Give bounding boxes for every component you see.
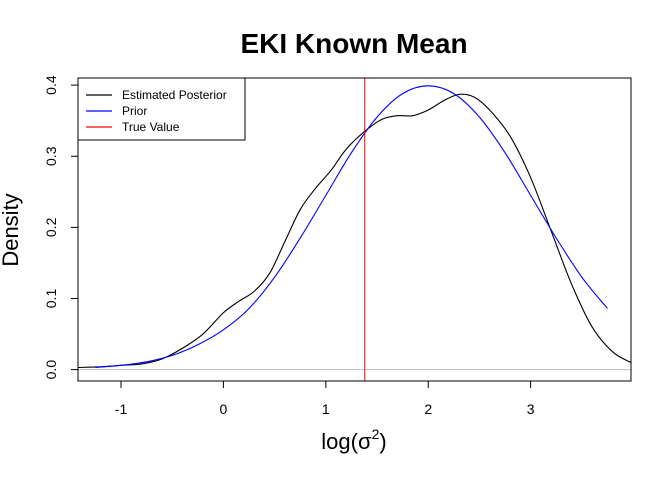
- x-tick-label: 0: [220, 401, 228, 417]
- prior-density-line: [95, 85, 608, 369]
- x-tick-label: 1: [322, 401, 330, 417]
- y-tick-label: 0.4: [43, 75, 59, 95]
- x-tick-label: 3: [527, 401, 535, 417]
- chart-title: EKI Known Mean: [240, 28, 467, 59]
- posterior-density-line: [77, 93, 632, 369]
- x-tick-label: -1: [115, 401, 128, 417]
- y-tick-label: 0.2: [43, 217, 59, 237]
- legend-label: Prior: [122, 104, 147, 118]
- x-axis-label: log(σ2): [321, 426, 386, 454]
- y-tick-label: 0.0: [43, 360, 59, 380]
- plot-frame: [77, 77, 632, 382]
- y-axis-label: Density: [0, 193, 23, 266]
- legend-label: Estimated Posterior: [122, 88, 227, 102]
- legend-label: True Value: [122, 120, 180, 134]
- y-tick-label: 0.3: [43, 146, 59, 166]
- x-tick-label: 2: [424, 401, 432, 417]
- legend-box: [77, 77, 246, 141]
- y-tick-label: 0.1: [43, 289, 59, 309]
